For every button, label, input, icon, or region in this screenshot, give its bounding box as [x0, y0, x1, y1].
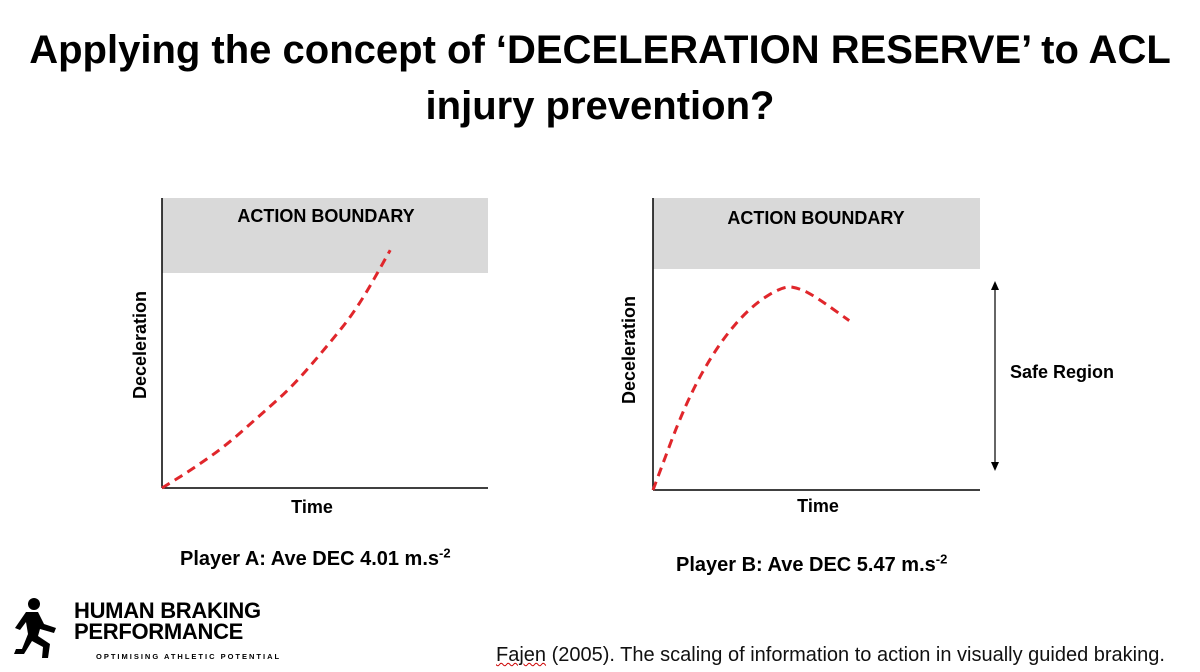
safe-region-arrowhead-top — [991, 281, 999, 290]
action-boundary-region-a — [162, 198, 488, 273]
y-axis-label-a: Deceleration — [130, 291, 150, 399]
caption-player-b-text: Player B: Ave DEC 5.47 m.s — [676, 554, 936, 576]
action-boundary-region-b — [653, 198, 980, 269]
logo-line-2: PERFORMANCE — [74, 619, 244, 644]
caption-player-b-sup: -2 — [935, 551, 948, 567]
logo-tagline: OPTIMISING ATHLETIC POTENTIAL — [96, 652, 282, 661]
caption-player-a: Player A: Ave DEC 4.01 m.s-2 — [180, 545, 451, 571]
safe-region-arrowhead-bottom — [991, 462, 999, 471]
logo-line-1: HUMAN BRAKING — [74, 598, 261, 623]
citation-author: Fajen — [496, 644, 547, 666]
x-axis-label-a: Time — [291, 497, 333, 517]
action-boundary-label-a: ACTION BOUNDARY — [237, 206, 414, 226]
logo-wordmark: HUMAN BRAKING PERFORMANCE — [74, 598, 261, 644]
brand-logo: HUMAN BRAKING PERFORMANCE OPTIMISING ATH… — [12, 596, 279, 666]
citation: Fajen (2005). The scaling of information… — [496, 644, 1165, 667]
chart-player-a: ACTION BOUNDARY Deceleration Time — [130, 198, 488, 517]
slide-title-line-1: Applying the concept of ‘DECELERATION RE… — [29, 28, 1171, 72]
x-axis-label-b: Time — [797, 496, 839, 516]
deceleration-curve-a — [161, 249, 392, 490]
slide-title: Applying the concept of ‘DECELERATION RE… — [0, 22, 1200, 134]
y-axis-label-b: Deceleration — [619, 296, 639, 404]
runner-icon — [14, 598, 56, 658]
slide-title-line-2: injury prevention? — [425, 84, 775, 128]
citation-text: (2005). The scaling of information to ac… — [546, 644, 1165, 666]
caption-player-a-text: Player A: Ave DEC 4.01 m.s — [180, 548, 440, 570]
deceleration-curve-b — [651, 285, 851, 491]
caption-player-b: Player B: Ave DEC 5.47 m.s-2 — [676, 551, 948, 577]
caption-player-a-sup: -2 — [439, 545, 451, 561]
action-boundary-label-b: ACTION BOUNDARY — [727, 208, 904, 228]
chart-player-b: ACTION BOUNDARY Deceleration Time — [619, 198, 999, 516]
safe-region-label: Safe Region — [1010, 362, 1115, 382]
